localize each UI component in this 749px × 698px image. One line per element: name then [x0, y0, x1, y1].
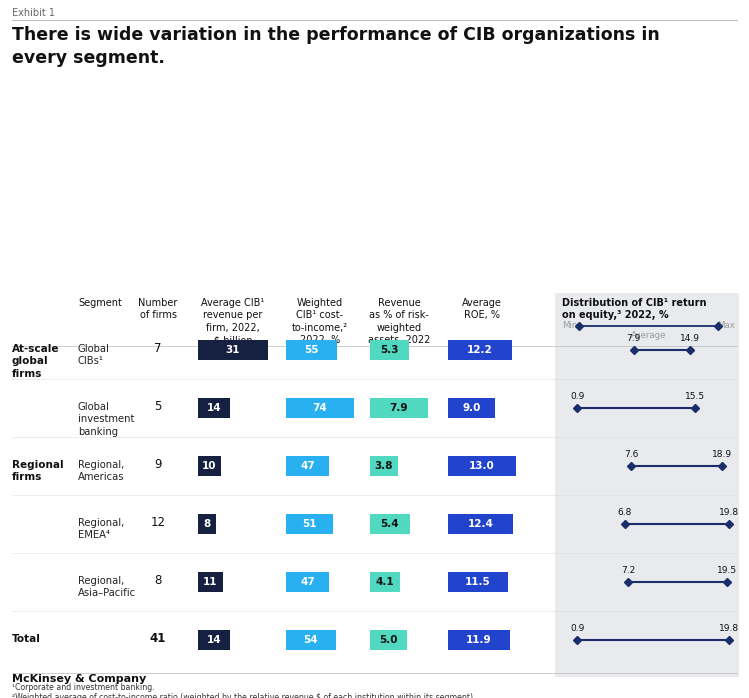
Text: Distribution of CIB¹ return
on equity,³ 2022, %: Distribution of CIB¹ return on equity,³ … — [562, 298, 706, 320]
Text: 7: 7 — [154, 343, 162, 355]
Bar — [448, 456, 516, 476]
Bar — [448, 572, 508, 592]
Text: At-scale
global
firms: At-scale global firms — [12, 344, 59, 379]
Bar — [448, 398, 495, 418]
Bar — [286, 514, 333, 534]
Text: 55: 55 — [304, 345, 318, 355]
Text: 47: 47 — [300, 577, 315, 587]
Text: Regional
firms: Regional firms — [12, 460, 64, 482]
Text: 74: 74 — [312, 403, 327, 413]
Text: Revenue
as % of risk-
weighted
assets, 2022: Revenue as % of risk- weighted assets, 2… — [368, 298, 430, 346]
Text: 11: 11 — [203, 577, 218, 587]
Text: There is wide variation in the performance of CIB organizations in
every segment: There is wide variation in the performan… — [12, 26, 660, 67]
Text: 5.0: 5.0 — [379, 635, 398, 645]
Text: Regional,
Asia–Pacific: Regional, Asia–Pacific — [78, 576, 136, 598]
Text: 31: 31 — [225, 345, 240, 355]
Text: Number
of firms: Number of firms — [139, 298, 178, 320]
Text: 12: 12 — [151, 517, 166, 530]
Text: 5: 5 — [154, 401, 162, 413]
Text: 18.9: 18.9 — [712, 450, 733, 459]
Text: ²Weighted average of cost-to-income ratio (weighted by the relative revenue $ of: ²Weighted average of cost-to-income rati… — [12, 692, 476, 698]
Text: 19.5: 19.5 — [717, 566, 737, 575]
Bar — [370, 340, 409, 360]
Text: 5.4: 5.4 — [380, 519, 399, 529]
Text: 7.9: 7.9 — [389, 403, 408, 413]
Bar — [286, 340, 336, 360]
Text: 11.9: 11.9 — [467, 635, 492, 645]
Text: Min: Min — [562, 322, 577, 330]
Text: 14: 14 — [207, 403, 221, 413]
Bar — [370, 398, 428, 418]
Text: 11.5: 11.5 — [465, 577, 491, 587]
Text: 15.5: 15.5 — [685, 392, 705, 401]
Bar — [370, 514, 410, 534]
Text: Total: Total — [12, 634, 41, 644]
Bar — [370, 456, 398, 476]
Bar — [286, 398, 354, 418]
Text: Segment: Segment — [78, 298, 122, 308]
Text: Weighted
CIB¹ cost-
to-income,²
2022, %: Weighted CIB¹ cost- to-income,² 2022, % — [292, 298, 348, 346]
Text: 0.9: 0.9 — [570, 392, 584, 401]
Bar — [198, 514, 216, 534]
Bar — [448, 630, 510, 650]
Text: 14: 14 — [207, 635, 221, 645]
Text: 5.3: 5.3 — [380, 345, 398, 355]
Text: 6.8: 6.8 — [618, 508, 632, 517]
Text: 54: 54 — [303, 635, 318, 645]
Text: Average CIB¹
revenue per
firm, 2022,
$ billion: Average CIB¹ revenue per firm, 2022, $ b… — [201, 298, 264, 346]
Bar — [198, 398, 230, 418]
Bar — [370, 630, 407, 650]
Bar — [555, 293, 739, 677]
Text: ¹Corporate and investment banking.: ¹Corporate and investment banking. — [12, 683, 155, 692]
Text: 13.0: 13.0 — [469, 461, 495, 471]
Text: 4.1: 4.1 — [376, 577, 395, 587]
Text: Average
ROE, %: Average ROE, % — [462, 298, 502, 320]
Text: Exhibit 1: Exhibit 1 — [12, 8, 55, 18]
Bar — [198, 630, 230, 650]
Text: 12.4: 12.4 — [467, 519, 494, 529]
Text: 41: 41 — [150, 632, 166, 646]
Text: 3.8: 3.8 — [374, 461, 393, 471]
Text: 7.9: 7.9 — [626, 334, 641, 343]
Text: 0.9: 0.9 — [570, 624, 584, 633]
Text: Average: Average — [631, 330, 667, 339]
Text: Global
CIBs¹: Global CIBs¹ — [78, 344, 110, 366]
Text: 19.8: 19.8 — [719, 624, 739, 633]
Bar — [198, 456, 221, 476]
Text: 9.0: 9.0 — [462, 403, 481, 413]
Text: 9: 9 — [154, 459, 162, 472]
Text: 12.2: 12.2 — [467, 345, 493, 355]
Text: Regional,
EMEA⁴: Regional, EMEA⁴ — [78, 518, 124, 540]
Bar — [448, 340, 512, 360]
Text: 51: 51 — [302, 519, 317, 529]
Text: 19.8: 19.8 — [719, 508, 739, 517]
Bar — [286, 456, 330, 476]
Text: 8: 8 — [204, 519, 210, 529]
Bar — [448, 514, 513, 534]
Bar — [198, 572, 223, 592]
Text: 14.9: 14.9 — [680, 334, 700, 343]
Text: Max: Max — [717, 322, 735, 330]
Text: 47: 47 — [300, 461, 315, 471]
Text: 10: 10 — [202, 461, 216, 471]
Text: Global
investment
banking: Global investment banking — [78, 402, 134, 437]
Bar — [198, 340, 268, 360]
Text: McKinsey & Company: McKinsey & Company — [12, 674, 146, 684]
Text: Regional,
Americas: Regional, Americas — [78, 460, 124, 482]
Text: 8: 8 — [154, 574, 162, 588]
Bar — [286, 572, 330, 592]
Text: 7.2: 7.2 — [621, 566, 635, 575]
Text: 7.6: 7.6 — [624, 450, 638, 459]
Bar — [370, 572, 400, 592]
Bar — [286, 630, 336, 650]
